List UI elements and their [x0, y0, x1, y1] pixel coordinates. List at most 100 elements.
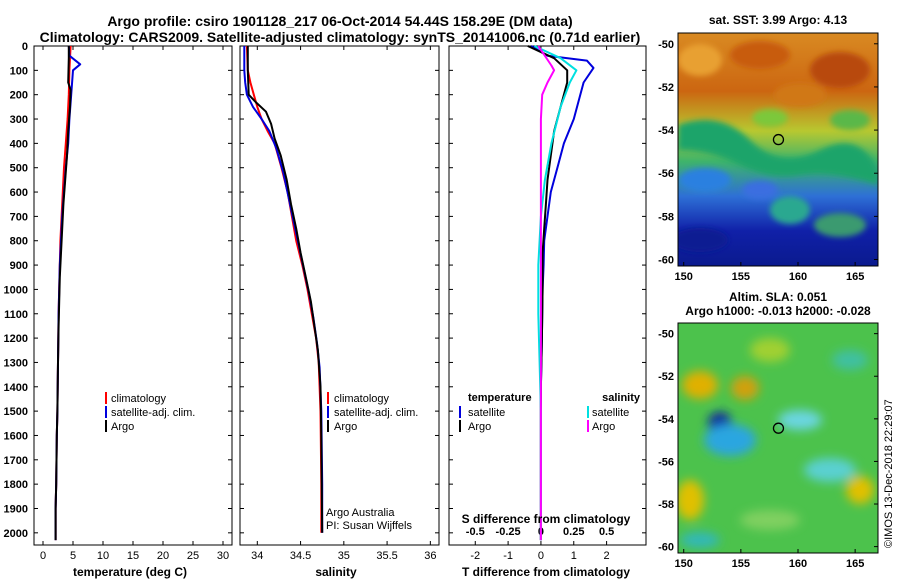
lon-tick-label: 155 — [732, 558, 750, 570]
x-tick-label: 15 — [127, 550, 139, 562]
depth-tick-label: 1000 — [4, 284, 28, 296]
depth-tick-label: 400 — [10, 138, 28, 150]
legend-climatology-label: climatology — [334, 393, 390, 405]
salinity-depth-ticks — [240, 45, 439, 534]
depth-axis: 0 100 200 300 400 500 600 700 800 900 1000 1100 1200… — [4, 41, 232, 540]
figure-title-line-1: Argo profile: csiro 1901128_217 06-Oct-2… — [107, 13, 572, 29]
depth-tick-label: 1600 — [4, 430, 28, 442]
lat-tick-label: -54 — [658, 414, 675, 426]
lon-tick-label: 165 — [846, 558, 864, 570]
argo-line — [246, 46, 324, 533]
depth-tick-label: 1100 — [4, 309, 28, 321]
x-tick-label: 5 — [70, 550, 76, 562]
lat-tick-label: -52 — [658, 82, 674, 94]
depth-tick-label: 1800 — [4, 479, 28, 491]
x-tick-label: -2 — [470, 550, 480, 562]
lon-tick-label: 150 — [675, 558, 693, 570]
x-tick-label: 35.5 — [376, 550, 397, 562]
depth-tick-label: 1400 — [4, 382, 28, 394]
x-tick-label: 20 — [157, 550, 169, 562]
lat-tick-label: -56 — [658, 168, 674, 180]
argo-position-marker — [772, 422, 785, 434]
temperature-legend: climatology satellite-adj. clim. Argo — [105, 392, 195, 433]
temperature-profiles — [54, 45, 82, 541]
credit-line-2: PI: Susan Wijffels — [326, 520, 412, 532]
difference-legend: temperature satellite Argo salinity sate… — [459, 392, 641, 433]
sst-field — [678, 33, 878, 266]
x-tick-label: 2 — [604, 550, 610, 562]
depth-tick-label: 1500 — [4, 406, 28, 418]
difference-axes-frame — [448, 45, 647, 546]
x-tick-label: -1 — [503, 550, 513, 562]
salinity-x-axis: 34 34.5 35 35.5 36 — [251, 46, 436, 562]
argo-position-marker — [772, 133, 785, 146]
legend-salinity-heading: salinity — [602, 392, 641, 404]
sla-map-title-line-2: Argo h1000: -0.013 h2000: -0.028 — [685, 304, 871, 318]
imos-watermark: ©IMOS 13-Dec-2018 22:29:07 — [883, 399, 895, 548]
lat-tick-label: -50 — [658, 39, 674, 51]
lon-tick-label: 160 — [789, 271, 807, 283]
x-tick-label: 30 — [217, 550, 229, 562]
satellite-adj-clim--line — [243, 46, 324, 533]
temperature-argo-line — [527, 45, 569, 541]
argo-line — [54, 46, 72, 541]
lon-tick-label: 150 — [675, 271, 693, 283]
lon-tick-label: 165 — [846, 271, 864, 283]
sla-map: Altim. SLA: 0.051 Argo h1000: -0.013 h20… — [658, 290, 879, 570]
depth-tick-label: 700 — [10, 211, 28, 223]
lat-tick-label: -56 — [658, 456, 674, 468]
legend-climatology-label: climatology — [111, 393, 167, 405]
lat-tick-label: -58 — [658, 211, 674, 223]
salinity-profiles — [243, 45, 324, 533]
legend-argo-label: Argo — [111, 421, 134, 433]
salinity-argo-line — [537, 45, 556, 541]
sst-map-title: sat. SST: 3.99 Argo: 4.13 — [709, 13, 848, 27]
difference-x-axis: -2 -1 0 1 2 — [470, 46, 610, 562]
salinity-legend: climatology satellite-adj. clim. Argo — [327, 392, 418, 433]
temperature-axes-frame — [33, 45, 233, 546]
lat-tick-label: -54 — [658, 125, 675, 137]
sla-field — [678, 323, 878, 553]
x-tick-label: 0 — [538, 550, 544, 562]
lat-tick-label: -60 — [658, 255, 674, 267]
depth-tick-label: 100 — [10, 65, 28, 77]
sst-map: sat. SST: 3.99 Argo: 4.13 150 155 160 165 -5… — [658, 13, 879, 283]
depth-tick-label: 1900 — [4, 503, 28, 515]
legend-sal-argo-label: Argo — [592, 421, 615, 433]
salinity-xlabel: salinity — [315, 565, 357, 579]
depth-tick-label: 900 — [10, 260, 28, 272]
lat-tick-label: -52 — [658, 371, 674, 383]
x-tick-label: 35 — [338, 550, 350, 562]
x2-tick-label: -0.25 — [496, 526, 521, 538]
depth-tick-label: 500 — [10, 163, 28, 175]
depth-tick-label: 300 — [10, 114, 28, 126]
legend-temperature-heading: temperature — [468, 392, 532, 404]
difference-panel: -2 -1 0 1 2 -0.5 -0.25 0 0.25 0.5 T difference f… — [448, 45, 647, 579]
x2-tick-label: 0.25 — [563, 526, 584, 538]
legend-argo-label: Argo — [334, 421, 357, 433]
x2-tick-label: -0.5 — [466, 526, 485, 538]
temperature-x-axis: 0 5 10 15 20 25 30 — [40, 46, 229, 562]
difference-depth-ticks — [449, 45, 646, 534]
depth-tick-label: 2000 — [4, 528, 28, 540]
temperature-xlabel: temperature (deg C) — [73, 565, 187, 579]
x-tick-label: 1 — [571, 550, 577, 562]
legend-temp-satellite-label: satellite — [468, 407, 505, 419]
lat-tick-label: -60 — [658, 542, 674, 554]
x-tick-label: 10 — [97, 550, 109, 562]
depth-tick-label: 0 — [22, 41, 28, 53]
legend-sal-satellite-label: satellite — [592, 407, 629, 419]
depth-tick-label: 1300 — [4, 357, 28, 369]
difference-profiles — [527, 45, 595, 541]
x-tick-label: 36 — [424, 550, 436, 562]
legend-temp-argo-label: Argo — [468, 421, 491, 433]
salinity-axes-frame — [239, 45, 440, 546]
lat-tick-label: -50 — [658, 329, 674, 341]
salinity-difference-label: S difference from climatology — [462, 512, 631, 526]
temperature-panel: 0100200300400500600700800900100011001200… — [4, 41, 233, 579]
lon-tick-label: 155 — [732, 271, 750, 283]
legend-satellite-label: satellite-adj. clim. — [111, 407, 195, 419]
salinity-difference-axis: -0.5 -0.25 0 0.25 0.5 — [466, 526, 614, 538]
credit-line-1: Argo Australia — [326, 507, 395, 519]
